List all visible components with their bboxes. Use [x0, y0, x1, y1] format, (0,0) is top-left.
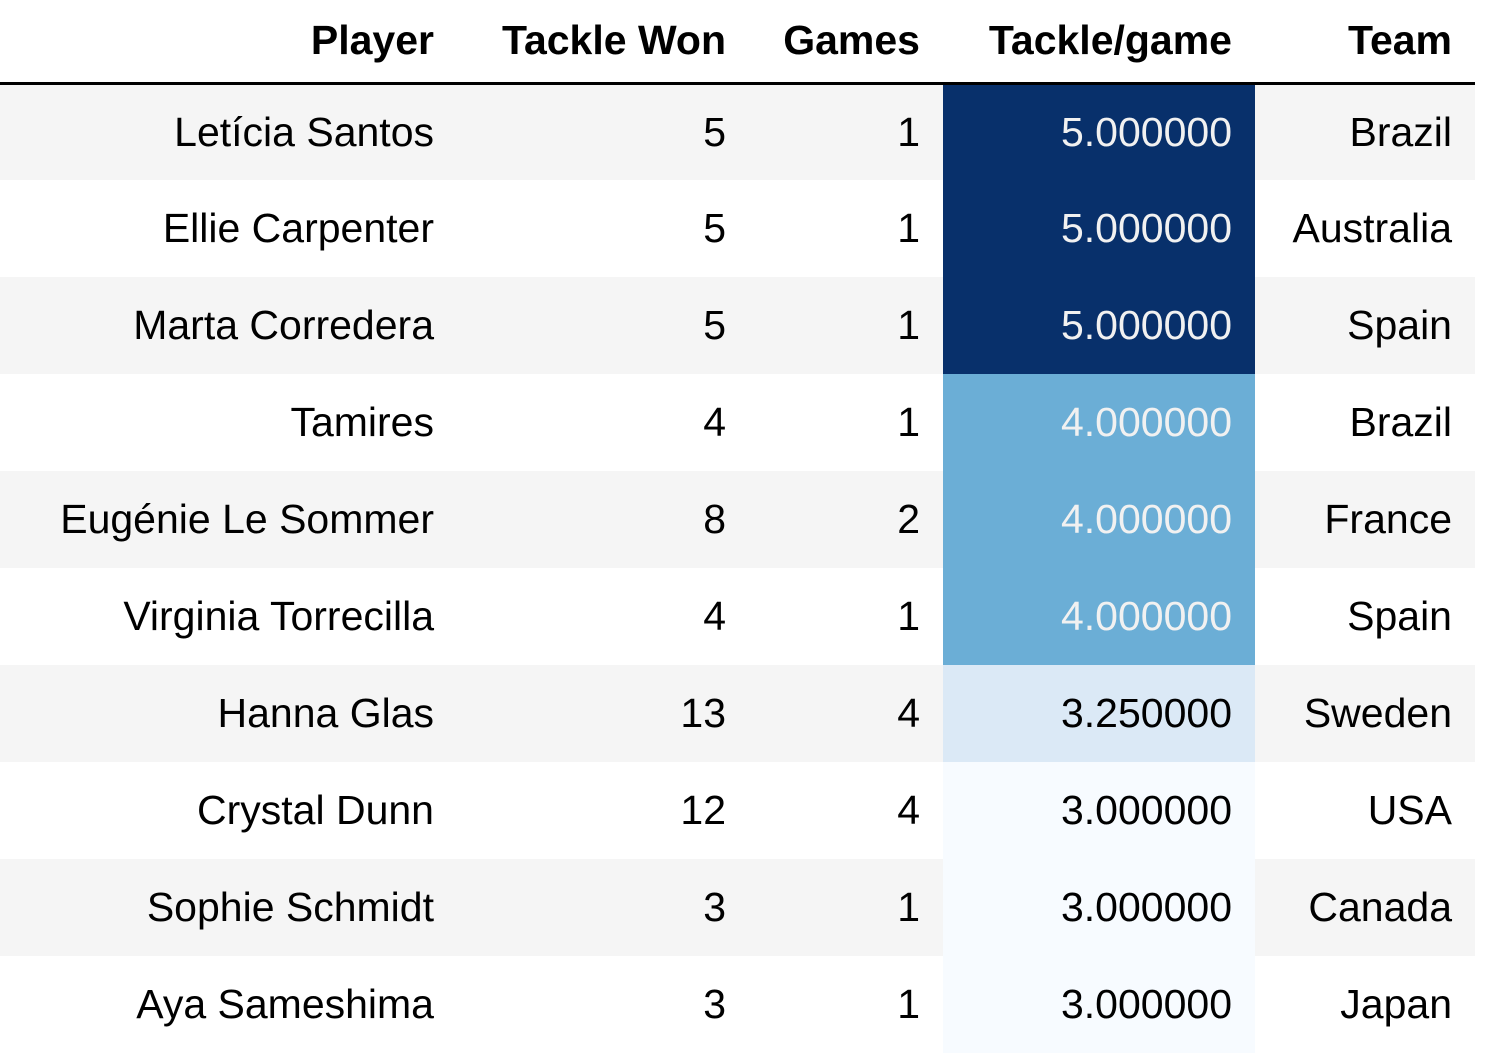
cell-tackle-per-game: 3.000000 — [943, 762, 1255, 859]
cell-tackle-per-game: 4.000000 — [943, 568, 1255, 665]
table-header: Player Tackle Won Games Tackle/game Team — [0, 0, 1475, 85]
cell-team: Australia — [1292, 205, 1452, 251]
header-player: Player — [0, 0, 457, 85]
cell-games: 1 — [897, 205, 920, 251]
cell-tackle-per-game: 3.000000 — [943, 956, 1255, 1053]
cell-team: Brazil — [1349, 108, 1452, 155]
cell-tackle-won: 12 — [680, 787, 726, 833]
cell-tackle-per-game: 5.000000 — [943, 277, 1255, 374]
cell-player: Eugénie Le Sommer — [60, 496, 434, 542]
cell-games: 4 — [897, 787, 920, 833]
cell-tackle-per-game: 4.000000 — [943, 374, 1255, 471]
cell-tackle-per-game: 3.250000 — [943, 665, 1255, 762]
cell-games: 2 — [897, 496, 920, 542]
table-row: Virginia Torrecilla 4 1 4.000000 Spain — [0, 568, 1475, 665]
cell-tackle-won: 5 — [703, 302, 726, 348]
cell-tackle-won: 4 — [703, 593, 726, 639]
cell-games: 1 — [897, 981, 920, 1027]
table-row: Letícia Santos 5 1 5.000000 Brazil — [0, 83, 1475, 180]
cell-tackle-per-game: 5.000000 — [943, 83, 1255, 180]
cell-games: 4 — [897, 690, 920, 736]
cell-tackle-won: 8 — [703, 496, 726, 542]
cell-tackle-won: 4 — [703, 399, 726, 445]
cell-tackle-won: 5 — [703, 205, 726, 251]
cell-player: Virginia Torrecilla — [123, 593, 434, 639]
cell-player: Hanna Glas — [217, 690, 434, 736]
header-games: Games — [749, 0, 943, 85]
cell-tackle-per-game: 5.000000 — [943, 180, 1255, 277]
cell-team: Spain — [1347, 302, 1452, 348]
cell-tackle-per-game: 3.000000 — [943, 859, 1255, 956]
cell-games: 1 — [897, 302, 920, 348]
cell-team: Brazil — [1349, 399, 1452, 445]
table-row: Crystal Dunn 12 4 3.000000 USA — [0, 762, 1475, 859]
cell-tackle-won: 3 — [703, 884, 726, 930]
cell-games: 1 — [897, 399, 920, 445]
cell-tackle-won: 3 — [703, 981, 726, 1027]
cell-player: Sophie Schmidt — [146, 884, 434, 930]
cell-tackle-won: 5 — [703, 108, 726, 155]
header-team: Team — [1255, 0, 1475, 85]
cell-team: Canada — [1308, 884, 1452, 930]
cell-player: Crystal Dunn — [197, 787, 434, 833]
cell-player: Ellie Carpenter — [162, 205, 434, 251]
header-tackle-per-game: Tackle/game — [943, 0, 1255, 85]
table-row: Eugénie Le Sommer 8 2 4.000000 France — [0, 471, 1475, 568]
cell-games: 1 — [897, 108, 920, 155]
cell-player: Aya Sameshima — [136, 981, 434, 1027]
cell-team: USA — [1367, 787, 1452, 833]
table-row: Hanna Glas 13 4 3.250000 Sweden — [0, 665, 1475, 762]
cell-team: Spain — [1347, 593, 1452, 639]
cell-team: Japan — [1340, 981, 1452, 1027]
cell-games: 1 — [897, 593, 920, 639]
table-body: Letícia Santos 5 1 5.000000 Brazil Ellie Carp… — [0, 83, 1475, 1053]
table-row: Aya Sameshima 3 1 3.000000 Japan — [0, 956, 1475, 1053]
header-tackle-won: Tackle Won — [457, 0, 749, 85]
table-row: Sophie Schmidt 3 1 3.000000 Canada — [0, 859, 1475, 956]
cell-team: France — [1324, 496, 1452, 542]
cell-player: Marta Corredera — [133, 302, 434, 348]
table-row: Tamires 4 1 4.000000 Brazil — [0, 374, 1475, 471]
cell-tackle-won: 13 — [680, 690, 726, 736]
cell-tackle-per-game: 4.000000 — [943, 471, 1255, 568]
table-row: Marta Corredera 5 1 5.000000 Spain — [0, 277, 1475, 374]
cell-team: Sweden — [1303, 690, 1452, 736]
cell-player: Letícia Santos — [174, 108, 434, 155]
cell-games: 1 — [897, 884, 920, 930]
cell-player: Tamires — [290, 399, 434, 445]
header-row: Player Tackle Won Games Tackle/game Team — [0, 0, 1475, 85]
table-row: Ellie Carpenter 5 1 5.000000 Australia — [0, 180, 1475, 277]
